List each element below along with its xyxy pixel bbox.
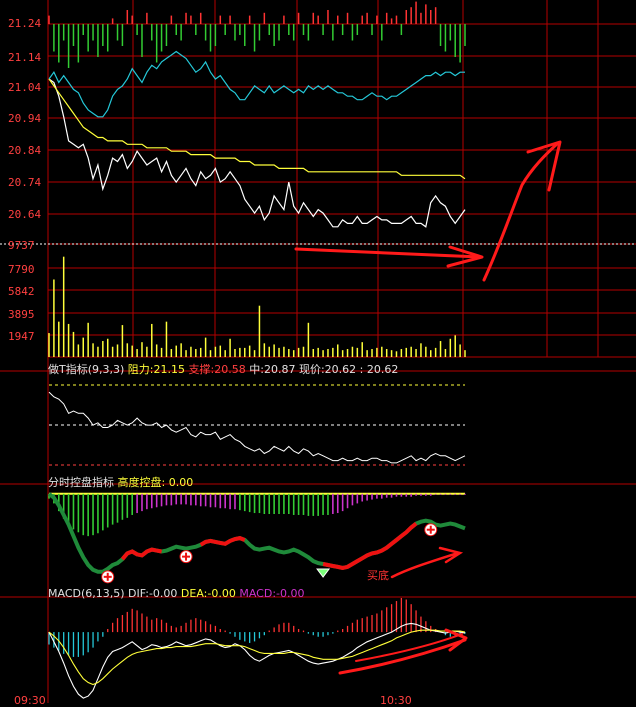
volume-tick-label: 5842	[8, 285, 35, 298]
price-tick-label: 20.84	[8, 144, 42, 157]
indicator-name: 做T指标(9,3,3)	[48, 363, 125, 376]
zuo-t-header: 做T指标(9,3,3) 阻力:21.15 支撑:20.58 中:20.87 现价…	[48, 361, 398, 377]
zuo-t-line	[48, 391, 466, 464]
indicator-name: 分时控盘指标	[48, 476, 114, 489]
volume-tick-label: 9737	[8, 239, 35, 252]
time-label: 09:30	[14, 694, 46, 707]
price-tick-label: 20.64	[8, 208, 42, 221]
price-panel	[48, 1, 466, 228]
current-price-label: 现价:	[298, 363, 325, 376]
support-value: 20.58	[214, 363, 246, 376]
indicator-line	[48, 50, 465, 118]
support-label: 支撑:	[188, 363, 215, 376]
control-line-rising	[120, 547, 162, 561]
annotation-arrow-head	[438, 546, 464, 564]
current-price-value: 20.62	[324, 363, 357, 376]
dea-value: -0.00	[207, 587, 236, 600]
macd-value: -0.00	[276, 587, 305, 600]
price-tick-label: 21.24	[8, 17, 42, 30]
dif-label: DIF:	[128, 587, 149, 600]
resistance-label: 阻力:	[127, 363, 154, 376]
annotation-arrow-head	[444, 628, 468, 652]
annotation-arrow	[390, 551, 460, 579]
dif-value: -0.00	[148, 587, 178, 600]
annotation-arrow-head	[446, 245, 484, 268]
macd-label: MACD:	[239, 587, 277, 600]
control-panel	[47, 492, 466, 584]
dea-label: DEA:	[180, 587, 208, 600]
dif-line	[48, 622, 466, 699]
control-header: 分时控盘指标 高度控盘: 0.00	[48, 474, 193, 490]
price-tick-label: 20.94	[8, 112, 42, 125]
control-line-rising	[199, 536, 246, 547]
indicator-name: MACD(6,13,5)	[48, 587, 125, 600]
price-tick-label: 20.74	[8, 176, 42, 189]
volume-tick-label: 7790	[8, 263, 35, 276]
price-line	[48, 78, 466, 228]
zuo-t-panel	[48, 384, 466, 466]
resistance-value: 21.15	[153, 363, 186, 376]
annotation-arrow	[338, 638, 467, 675]
volume-panel	[48, 256, 466, 357]
price-tick-label: 21.14	[8, 51, 42, 64]
mid-value: 20.87	[263, 363, 296, 376]
volume-tick-label: 3895	[8, 308, 35, 321]
annotation-arrow	[482, 141, 560, 282]
macd-panel	[48, 597, 466, 699]
macd-header: MACD(6,13,5) DIF:-0.00 DEA:-0.00 MACD:-0…	[48, 587, 305, 600]
mid-label: 中:	[249, 363, 264, 376]
control-level-label: 高度控盘:	[117, 476, 166, 489]
time-label: 10:30	[380, 694, 412, 707]
buy-bottom-marker-label: 买底	[367, 569, 389, 582]
volume-tick-label: 1947	[8, 330, 35, 343]
annotation-arrow	[294, 247, 482, 259]
annotation-arrow	[355, 633, 463, 662]
buy-bottom-icon	[316, 568, 331, 578]
average-price-line	[48, 78, 466, 180]
control-line-rising	[322, 522, 418, 570]
hand-drawn-annotations	[294, 140, 562, 675]
price-tick-label: 21.04	[8, 81, 42, 94]
dea-line	[48, 629, 466, 686]
extra-value: : 20.62	[359, 363, 399, 376]
annotation-arrow-head	[526, 140, 562, 192]
control-level-value: 0.00	[168, 476, 194, 489]
